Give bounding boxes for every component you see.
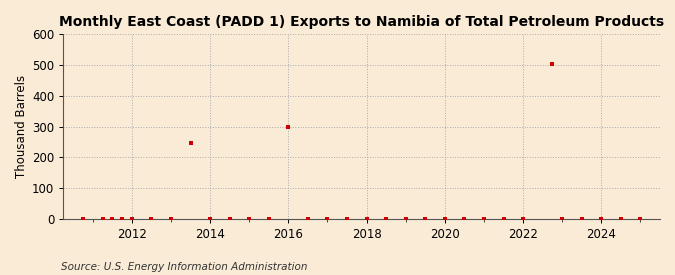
Point	[420, 216, 431, 221]
Point	[224, 216, 235, 221]
Point	[459, 216, 470, 221]
Point	[185, 140, 196, 145]
Point	[361, 216, 372, 221]
Point	[439, 216, 450, 221]
Point	[117, 216, 128, 221]
Point	[557, 216, 568, 221]
Point	[283, 124, 294, 129]
Point	[263, 216, 274, 221]
Point	[342, 216, 352, 221]
Point	[146, 216, 157, 221]
Point	[400, 216, 411, 221]
Point	[547, 62, 558, 66]
Point	[381, 216, 392, 221]
Y-axis label: Thousand Barrels: Thousand Barrels	[15, 75, 28, 178]
Point	[302, 216, 313, 221]
Point	[616, 216, 626, 221]
Point	[322, 216, 333, 221]
Point	[244, 216, 254, 221]
Point	[596, 216, 607, 221]
Point	[518, 216, 529, 221]
Point	[126, 216, 137, 221]
Point	[97, 216, 108, 221]
Text: Source: U.S. Energy Information Administration: Source: U.S. Energy Information Administ…	[61, 262, 307, 272]
Point	[107, 216, 117, 221]
Point	[576, 216, 587, 221]
Point	[78, 216, 88, 221]
Title: Monthly East Coast (PADD 1) Exports to Namibia of Total Petroleum Products: Monthly East Coast (PADD 1) Exports to N…	[59, 15, 664, 29]
Point	[498, 216, 509, 221]
Point	[165, 216, 176, 221]
Point	[205, 216, 215, 221]
Point	[635, 216, 646, 221]
Point	[479, 216, 489, 221]
